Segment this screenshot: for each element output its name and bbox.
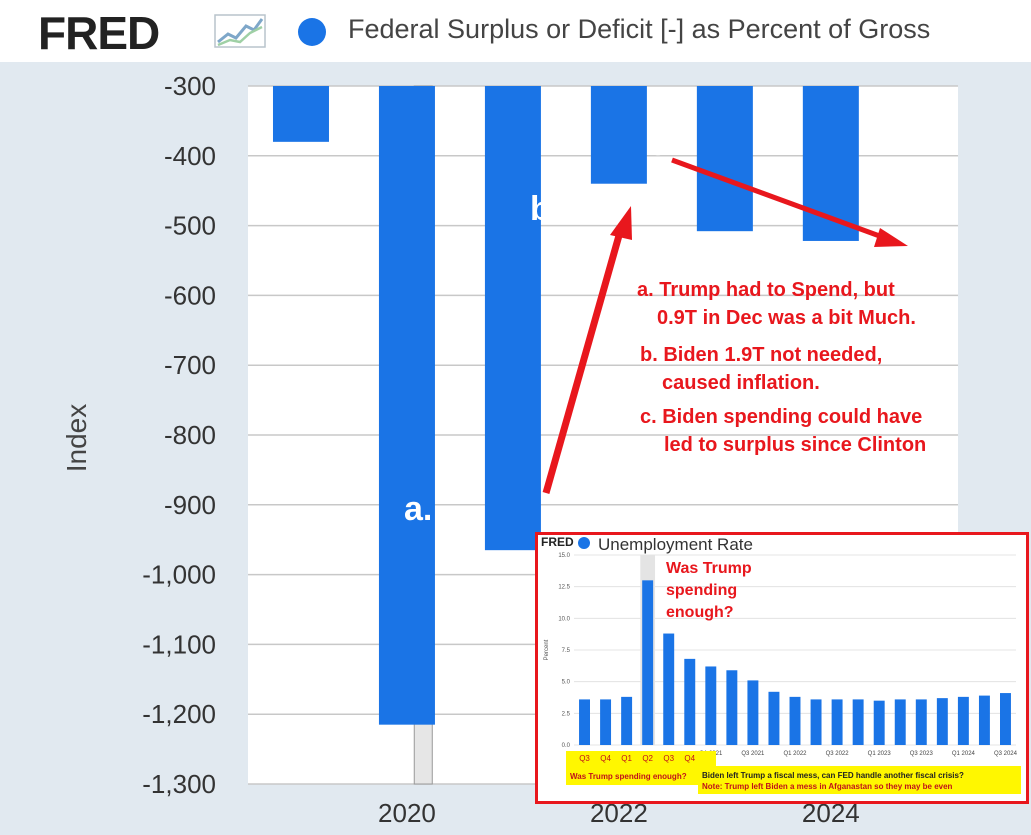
inset-bar: [579, 699, 590, 745]
bar: [484, 86, 541, 551]
annotation-note-a1: a. Trump had to Spend, but: [637, 279, 895, 301]
inset-quarter-label: Q1: [621, 754, 632, 763]
inset-y-tick-label: 2.5: [562, 711, 571, 717]
y-tick-label: -900: [164, 490, 216, 520]
annotation-letter-b: b.: [530, 190, 560, 228]
inset-chart: FRED Unemployment Rate Percent 0.0 2.5 5.0…: [535, 532, 1029, 804]
inset-bar: [936, 698, 948, 745]
arrow-c: [671, 157, 908, 247]
inset-bar: [915, 699, 927, 745]
inset-y-tick-label: 7.5: [562, 648, 571, 654]
inset-left-note: Was Trump spending enough?: [570, 772, 687, 781]
y-axis-label: Index: [61, 404, 92, 473]
y-tick-label: -300: [164, 71, 216, 101]
annotation-letter-c: c.: [648, 125, 676, 163]
inset-quarter-label: Q2: [642, 754, 653, 763]
y-tick-label: -1,000: [142, 560, 216, 590]
inset-right-note-1: Biden left Trump a fiscal mess, can FED …: [702, 771, 964, 780]
annotation-note-b2: caused inflation.: [662, 372, 820, 394]
annotation-letter-a: a.: [404, 490, 432, 528]
inset-chart-svg: FRED Unemployment Rate Percent 0.0 2.5 5.0…: [541, 535, 1021, 794]
inset-title: Unemployment Rate: [598, 535, 753, 554]
inset-bar: [978, 695, 990, 745]
inset-bar: [789, 696, 801, 745]
inset-x-tick-label: Q3 2024: [994, 751, 1018, 757]
inset-quarter-label: Q3: [663, 754, 674, 763]
inset-quarter-label: Q4: [684, 754, 695, 763]
inset-bar: [894, 699, 906, 745]
inset-question-2: spending: [666, 582, 737, 599]
inset-question-3: enough?: [666, 604, 734, 621]
inset-legend-marker: [578, 537, 590, 549]
inset-bar: [1000, 693, 1011, 745]
y-tick-label: -700: [164, 350, 216, 380]
inset-fred-logo: FRED: [541, 535, 574, 549]
y-tick-label: -800: [164, 420, 216, 450]
y-tick-label: -500: [164, 211, 216, 241]
inset-bar: [852, 699, 864, 745]
arrow-b: [542, 206, 632, 494]
series-title: Federal Surplus or Deficit [-] as Percen…: [348, 14, 931, 44]
inset-highlight-right: [698, 766, 1021, 794]
annotation-note-c2: led to surplus since Clinton: [664, 434, 926, 456]
chart-header: FRED Federal Surplus or Deficit [-] as P…: [0, 0, 1031, 62]
inset-highlight-left: [566, 751, 716, 785]
inset-quarter-label: Q4: [600, 754, 611, 763]
annotation-note-b1: b. Biden 1.9T not needed,: [640, 344, 882, 366]
inset-bar: [873, 700, 885, 745]
inset-bar: [663, 633, 675, 745]
inset-x-tick-label: Q3 2023: [910, 751, 934, 757]
y-tick-label: -400: [164, 141, 216, 171]
bar: [378, 86, 435, 725]
inset-y-axis-label: Percent: [544, 639, 550, 660]
inset-bar: [957, 696, 969, 745]
inset-y-tick-label: 10.0: [558, 616, 570, 622]
inset-bar: [768, 691, 780, 745]
inset-bar: [705, 666, 717, 745]
inset-bar: [810, 699, 822, 745]
inset-bar: [831, 699, 843, 745]
bar: [802, 86, 859, 241]
y-tick-label: -600: [164, 280, 216, 310]
inset-bar: [642, 580, 654, 745]
annotation-note-c1: c. Biden spending could have: [640, 406, 922, 428]
inset-bar: [621, 696, 633, 745]
fred-logo[interactable]: FRED: [38, 7, 160, 59]
inset-bar: [726, 670, 738, 745]
inset-y-tick-label: 0.0: [562, 743, 571, 749]
inset-y-tick-label: 15.0: [558, 553, 570, 559]
bar: [590, 86, 647, 184]
y-tick-label: -1,300: [142, 769, 216, 799]
inset-y-tick-label: 12.5: [558, 585, 570, 591]
inset-x-tick-label: Q1 2022: [783, 751, 807, 757]
x-tick-label: 2020: [378, 798, 436, 828]
legend-marker: [298, 18, 326, 46]
bar: [696, 86, 753, 232]
inset-x-tick-label: Q1 2024: [952, 751, 976, 757]
y-tick-label: -1,100: [142, 629, 216, 659]
inset-question-1: Was Trump: [666, 560, 752, 577]
y-tick-label: -1,200: [142, 699, 216, 729]
inset-bar: [600, 699, 612, 745]
inset-bar: [684, 658, 696, 745]
bar: [272, 86, 329, 142]
inset-y-tick-label: 5.0: [562, 680, 571, 686]
inset-x-tick-label: Q3 2022: [826, 751, 850, 757]
inset-right-note-2: Note: Trump left Biden a mess in Afganas…: [702, 782, 953, 791]
inset-bar: [747, 680, 759, 745]
inset-quarter-label: Q3: [579, 754, 590, 763]
annotation-note-a2: 0.9T in Dec was a bit Much.: [657, 307, 916, 329]
inset-x-tick-label: Q1 2023: [868, 751, 892, 757]
inset-x-tick-label: Q3 2021: [741, 751, 765, 757]
line-graph-icon: [214, 14, 266, 48]
